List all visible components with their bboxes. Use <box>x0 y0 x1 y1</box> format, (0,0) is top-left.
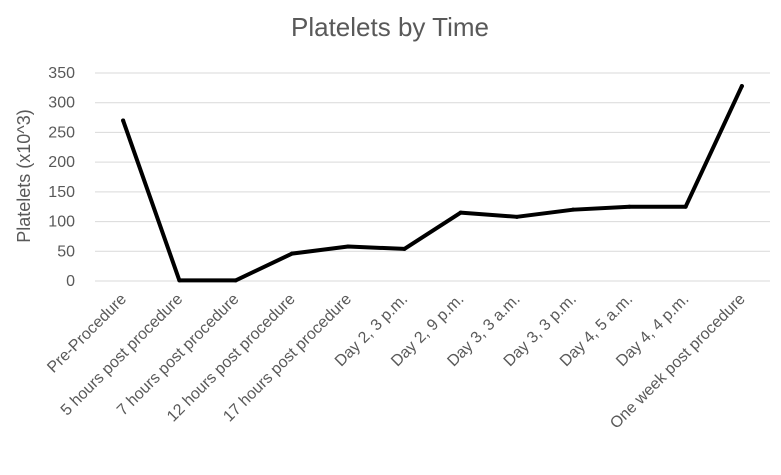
data-point <box>177 278 182 283</box>
chart-title: Platelets by Time <box>291 12 489 42</box>
y-tick-label: 350 <box>48 65 75 82</box>
y-tick-label: 50 <box>57 243 75 260</box>
data-point <box>739 84 744 89</box>
y-axis-label: Platelets (x10^3) <box>14 109 34 243</box>
y-tick-label: 150 <box>48 184 75 201</box>
data-point <box>458 210 463 215</box>
gridlines <box>95 72 770 282</box>
series-line-0 <box>121 84 744 283</box>
data-point <box>346 244 351 249</box>
data-point <box>402 246 407 251</box>
y-tick-label: 100 <box>48 214 75 231</box>
data-point <box>233 278 238 283</box>
y-tick-label: 250 <box>48 124 75 141</box>
data-point <box>289 251 294 256</box>
y-tick-labels: 0 50 100 150 200 250 300 350 <box>48 65 75 290</box>
data-point <box>627 204 632 209</box>
y-tick-label: 300 <box>48 95 75 112</box>
data-point <box>514 214 519 219</box>
series-layer <box>121 84 744 283</box>
data-point <box>121 118 126 123</box>
data-point <box>571 207 576 212</box>
y-tick-label: 200 <box>48 154 75 171</box>
y-tick-label: 0 <box>66 273 75 290</box>
data-point <box>683 204 688 209</box>
